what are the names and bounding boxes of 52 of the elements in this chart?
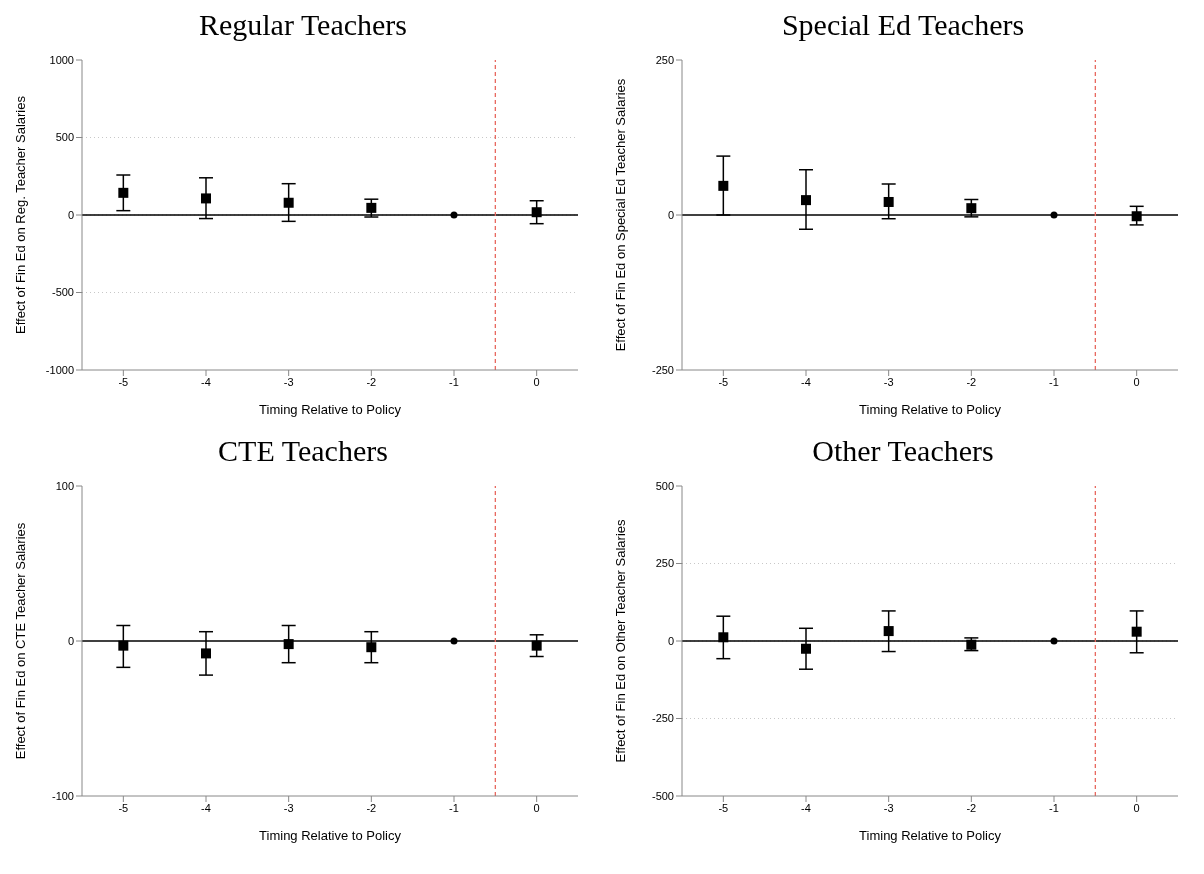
x-tick-label: -3 (883, 801, 894, 814)
x-tick-label: -4 (801, 375, 811, 388)
y-tick-label: 0 (67, 208, 74, 221)
x-axis-title: Timing Relative to Policy (259, 828, 402, 843)
y-tick-label: 250 (655, 557, 674, 570)
y-axis-title: Effect of Fin Ed on Special Ed Teacher Salaries (612, 78, 628, 352)
x-tick-label: -2 (966, 801, 977, 814)
y-tick-label: 0 (667, 634, 674, 647)
y-tick-label: 0 (667, 208, 674, 221)
x-tick-label: 0 (533, 801, 540, 814)
y-tick-label: -500 (51, 286, 74, 299)
y-tick-label: -500 (651, 789, 674, 802)
x-tick-label: -4 (201, 801, 211, 814)
chart-title: Regular Teachers (197, 8, 409, 43)
y-axis-title: Effect of Fin Ed on Other Teacher Salaries (612, 518, 628, 763)
y-tick-label: -100 (51, 789, 74, 802)
x-axis-title: Timing Relative to Policy (859, 402, 1002, 417)
y-tick-label: -250 (651, 363, 674, 376)
x-tick-label: -1 (1049, 375, 1059, 388)
x-tick-label: -3 (883, 375, 894, 388)
y-tick-label: 500 (55, 131, 74, 144)
x-tick-label: -1 (449, 801, 459, 814)
chart-title: CTE Teachers (217, 434, 389, 469)
y-tick-label: -1000 (45, 363, 74, 376)
y-axis-title: Effect of Fin Ed on Reg. Teacher Salaries (12, 95, 28, 334)
x-tick-label: -1 (449, 375, 459, 388)
x-tick-label: -3 (283, 801, 294, 814)
x-tick-label: -4 (201, 375, 211, 388)
x-axis-title: Timing Relative to Policy (259, 402, 402, 417)
x-tick-label: 0 (533, 375, 540, 388)
y-tick-label: -250 (651, 712, 674, 725)
x-tick-label: -5 (118, 375, 129, 388)
x-tick-label: -5 (718, 801, 729, 814)
y-axis-title: Effect of Fin Ed on CTE Teacher Salaries (12, 522, 28, 760)
x-tick-label: 0 (1133, 375, 1140, 388)
x-tick-label: 0 (1133, 801, 1140, 814)
x-tick-label: -2 (366, 375, 377, 388)
y-tick-label: 250 (655, 53, 674, 66)
x-tick-label: -5 (718, 375, 729, 388)
x-tick-label: -3 (283, 375, 294, 388)
x-tick-label: -4 (801, 801, 811, 814)
y-tick-label: 0 (67, 634, 74, 647)
chart-title: Special Ed Teachers (780, 8, 1026, 43)
y-tick-label: 500 (655, 479, 674, 492)
chart-title: Other Teachers (811, 434, 995, 469)
x-tick-label: -5 (118, 801, 129, 814)
x-tick-label: -2 (966, 375, 977, 388)
y-tick-label: 100 (55, 479, 74, 492)
x-axis-title: Timing Relative to Policy (859, 828, 1002, 843)
x-tick-label: -1 (1049, 801, 1059, 814)
x-tick-label: -2 (366, 801, 377, 814)
y-tick-label: 1000 (49, 53, 74, 66)
